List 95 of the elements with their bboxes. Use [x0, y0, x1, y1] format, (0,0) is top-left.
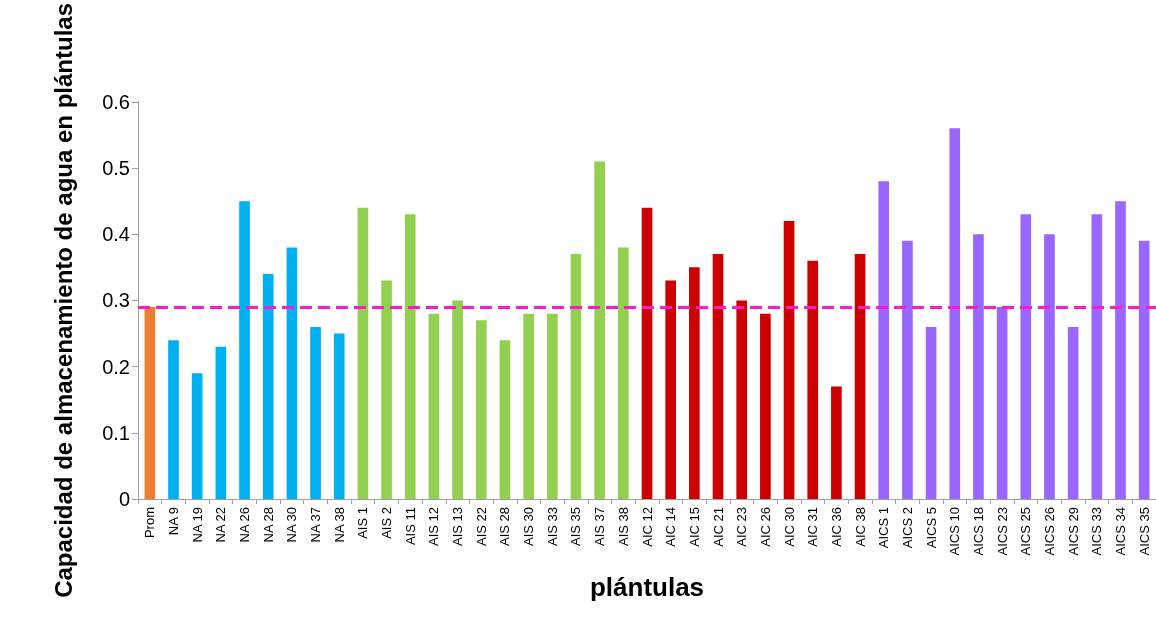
y-tick-label: 0.1 [102, 421, 130, 444]
bar [949, 128, 961, 499]
bar [1020, 214, 1032, 499]
bar [712, 254, 724, 499]
x-tick-label: AIC 21 [710, 507, 726, 547]
bar [854, 254, 866, 499]
y-tick-label: 0.2 [102, 355, 130, 378]
x-tick-label: AICS 35 [1136, 507, 1152, 556]
x-tick-label: AIS 30 [521, 507, 537, 547]
bar [499, 340, 511, 499]
x-tick-label: AIS 1 [355, 507, 371, 539]
x-tick-label: NA 26 [237, 507, 253, 543]
x-tick-label: Prom [142, 507, 158, 539]
x-tick-label: NA 28 [260, 507, 276, 543]
bar [618, 247, 629, 499]
x-tick-label: AIS 12 [426, 507, 442, 547]
bar [570, 254, 582, 499]
bar [807, 260, 819, 499]
bar [239, 201, 250, 499]
bar [736, 300, 748, 499]
x-tick-label: NA 9 [166, 507, 182, 536]
x-tick-label: AIS 33 [544, 507, 560, 547]
x-tick-label: AICS 26 [1041, 507, 1057, 556]
x-tick-label: NA 22 [213, 507, 229, 543]
bar [641, 207, 653, 499]
x-tick-label: NA 30 [284, 507, 300, 543]
bar [262, 273, 274, 499]
x-tick-label: AIC 14 [663, 507, 679, 547]
bar [191, 373, 203, 499]
x-tick-label: AIS 38 [615, 507, 631, 547]
y-tick-label: 0 [118, 488, 130, 510]
x-tick-label: AIC 23 [734, 507, 750, 547]
x-axis-title: plántulas [589, 572, 705, 602]
x-tick-label: AIS 37 [592, 507, 608, 547]
bar [404, 214, 416, 499]
y-tick-label: 0.4 [102, 223, 130, 246]
x-tick-label: AIC 38 [852, 507, 868, 547]
bar [831, 386, 842, 499]
x-tick-label: AICS 23 [994, 507, 1010, 556]
bar [357, 207, 369, 499]
bar [594, 161, 605, 499]
x-tick-label: AICS 33 [1089, 507, 1105, 556]
bar [760, 313, 771, 499]
bar [546, 313, 558, 499]
x-tick-label: AIS 28 [497, 507, 513, 547]
bar [1091, 214, 1103, 499]
x-tick-label: AIC 26 [757, 507, 773, 547]
bar [475, 320, 487, 499]
y-tick-label: 0.6 [102, 90, 130, 113]
x-tick-label: AIS 22 [473, 507, 489, 547]
x-tick-label: NA 38 [331, 507, 347, 543]
bar [310, 326, 321, 499]
y-axis-title: Capacidad de almacenamiento de agua en plántulas [49, 3, 77, 598]
bar [452, 300, 463, 499]
x-tick-label: AIS 13 [450, 507, 466, 547]
bar [783, 220, 795, 499]
bar [665, 280, 676, 499]
x-tick-label: AICS 2 [899, 507, 915, 549]
x-tick-label: AIS 2 [379, 507, 395, 539]
bar [878, 181, 890, 499]
x-tick-label: AICS 5 [923, 507, 939, 549]
x-tick-label: AIS 35 [568, 507, 584, 547]
bar [925, 326, 937, 499]
bar [215, 346, 227, 499]
bar [523, 313, 534, 499]
bar [1115, 201, 1126, 499]
x-tick-label: AICS 25 [1018, 507, 1034, 556]
x-tick-label: AICS 1 [876, 507, 892, 549]
bar [333, 333, 345, 499]
bar [168, 340, 179, 499]
x-tick-label: AIS 11 [402, 507, 418, 546]
bar [902, 240, 913, 499]
bar [428, 313, 440, 499]
bar [973, 234, 984, 499]
bar [996, 307, 1008, 499]
x-tick-label: AIC 15 [686, 507, 702, 547]
bar [689, 267, 700, 499]
x-tick-label: NA 19 [189, 507, 205, 543]
x-tick-label: AIC 12 [639, 507, 655, 547]
x-tick-label: AIC 36 [828, 507, 844, 547]
x-tick-label: AICS 29 [1065, 507, 1081, 556]
y-tick-label: 0.5 [102, 157, 130, 180]
bar [1067, 326, 1079, 499]
bar [144, 307, 156, 499]
bar [1138, 240, 1150, 499]
x-tick-label: AIC 30 [781, 507, 797, 547]
bar [381, 280, 392, 499]
x-tick-label: AICS 18 [970, 507, 986, 556]
x-tick-label: NA 37 [308, 507, 324, 543]
x-tick-label: AIC 31 [805, 507, 821, 547]
x-tick-label: AICS 34 [1112, 507, 1128, 556]
bar [286, 247, 298, 499]
y-tick-label: 0.3 [102, 289, 130, 312]
x-tick-label: AICS 10 [947, 507, 963, 556]
bar [1044, 234, 1055, 499]
